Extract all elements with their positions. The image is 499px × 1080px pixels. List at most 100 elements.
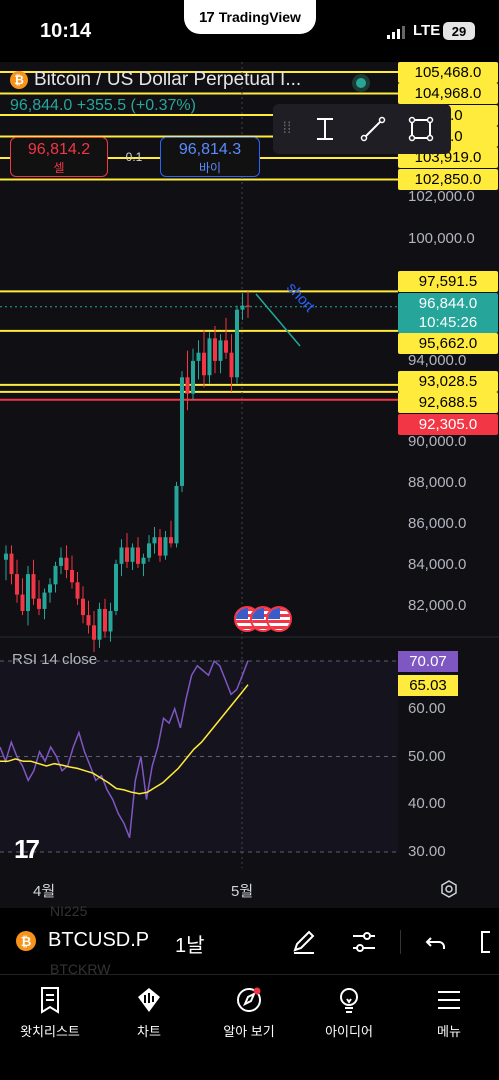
watchlist-icon bbox=[41, 987, 59, 1014]
level-label: 104,968.0 bbox=[398, 83, 498, 104]
candle-body bbox=[152, 537, 157, 544]
spread: 0.1 bbox=[125, 150, 143, 164]
indicators-icon[interactable] bbox=[350, 928, 378, 956]
level-label: 93,028.5 bbox=[398, 371, 498, 392]
candle-body bbox=[207, 338, 212, 376]
symbol-selector[interactable]: BTCUSD.P bbox=[48, 929, 150, 951]
candle-body bbox=[20, 594, 25, 611]
price-axis-tick: 90,000.0 bbox=[408, 433, 467, 450]
candle-body bbox=[246, 305, 250, 307]
tab-label: 차트 bbox=[137, 1024, 161, 1039]
candle-body bbox=[240, 305, 245, 310]
short-annotation-line bbox=[255, 293, 301, 347]
tab-label: 알아 보기 bbox=[223, 1024, 275, 1039]
candle-body bbox=[64, 557, 69, 570]
ghost-symbol: NI225 bbox=[50, 903, 88, 919]
candle-body bbox=[9, 553, 14, 575]
candle-body bbox=[15, 574, 19, 595]
measure-tool-icon[interactable] bbox=[301, 104, 349, 154]
current-price: 96,844.0 bbox=[418, 295, 478, 312]
candle-body bbox=[81, 598, 85, 616]
candle-body bbox=[4, 553, 8, 560]
clock: 10:14 bbox=[40, 20, 92, 42]
candle-body bbox=[75, 582, 80, 599]
candle-body bbox=[103, 608, 107, 632]
bitcoin-icon: ₿ bbox=[10, 71, 28, 89]
explore-icon bbox=[237, 987, 261, 1012]
economic-events[interactable] bbox=[234, 606, 294, 634]
candle-body bbox=[191, 360, 195, 394]
fullscreen-icon[interactable] bbox=[476, 928, 499, 956]
price-axis-tick: 86,000.0 bbox=[408, 515, 467, 532]
market-status-icon[interactable] bbox=[352, 74, 370, 92]
rsi-line bbox=[0, 659, 249, 838]
chart-canvas[interactable]: short bbox=[0, 62, 499, 908]
x-axis-label: 4월 bbox=[33, 883, 56, 900]
network-type: LTE bbox=[413, 22, 441, 39]
us-flag-icon[interactable] bbox=[266, 606, 292, 632]
sell-value: 96,814.2 bbox=[27, 141, 91, 158]
level-label: 102,850.0 bbox=[398, 169, 498, 190]
price-axis-tick: 84,000.0 bbox=[408, 556, 467, 573]
rsi-ma-value: 65.03 bbox=[398, 675, 458, 696]
tab-menu[interactable]: 메뉴 bbox=[399, 985, 499, 1040]
ghost-symbol: BTCKRW bbox=[50, 961, 111, 977]
candle-body bbox=[26, 574, 30, 611]
rsi-value: 70.07 bbox=[398, 651, 458, 672]
rsi-ma-line bbox=[0, 684, 249, 795]
rsi-indicator-label[interactable]: RSI 14 close bbox=[12, 651, 98, 668]
candle-body bbox=[136, 547, 140, 564]
candle-body bbox=[114, 563, 118, 611]
candle-body bbox=[86, 615, 91, 626]
interval-selector[interactable]: 1날 bbox=[175, 935, 205, 957]
menu-icon bbox=[438, 991, 460, 1009]
price-axis-tick: 88,000.0 bbox=[408, 474, 467, 491]
bar-countdown: 10:45:26 bbox=[418, 314, 478, 331]
sell-button[interactable]: 96,814.2 셀 bbox=[10, 137, 108, 177]
ideas-icon bbox=[340, 988, 358, 1013]
level-label: 105,468.0 bbox=[398, 62, 498, 83]
undo-icon[interactable] bbox=[422, 928, 450, 956]
tab-chart[interactable]: 차트 bbox=[99, 985, 199, 1040]
candle-body bbox=[213, 338, 217, 361]
symbol-bar: NI225 ₿ BTCUSD.P 1날 BTCKRW bbox=[0, 903, 499, 977]
rsi-tick: 40.00 bbox=[408, 795, 446, 812]
tradingview-pill[interactable]: 17 TradingView bbox=[184, 0, 316, 34]
candle-body bbox=[130, 547, 135, 562]
settings-icon[interactable] bbox=[440, 880, 458, 898]
level-label: 92,688.5 bbox=[398, 392, 498, 413]
candle-body bbox=[174, 485, 179, 544]
candle-body bbox=[180, 377, 184, 486]
tab-ideas[interactable]: 아이디어 bbox=[299, 985, 399, 1040]
candle-body bbox=[59, 557, 63, 566]
candle-body bbox=[218, 340, 223, 361]
symbol-title[interactable]: Bitcoin / US Dollar Perpetual I... bbox=[34, 69, 302, 90]
current-price-label: 96,844.0 10:45:26 bbox=[398, 293, 498, 333]
price-change: 96,844.0 +355.5 (+0.37%) bbox=[10, 97, 196, 114]
drawing-toolbar: ⁞⁞ bbox=[273, 104, 451, 154]
trend-line-icon[interactable] bbox=[349, 104, 397, 154]
chart-icon bbox=[138, 988, 160, 1012]
tab-explore[interactable]: 알아 보기 bbox=[199, 985, 299, 1040]
chart-area[interactable]: short ₿ Bitcoin / US Dollar Perpetual I.… bbox=[0, 62, 499, 908]
candle-body bbox=[31, 574, 36, 599]
candle-body bbox=[202, 352, 206, 376]
drag-handle-icon[interactable]: ⁞⁞ bbox=[282, 120, 292, 137]
sell-label: 셀 bbox=[53, 161, 65, 175]
candle-body bbox=[235, 309, 239, 378]
candle-body bbox=[158, 537, 162, 556]
pencil-icon[interactable] bbox=[290, 928, 318, 956]
tab-label: 왓치리스트 bbox=[20, 1024, 80, 1039]
level-label: 97,591.5 bbox=[398, 271, 498, 292]
level-label: 92,305.0 bbox=[398, 414, 498, 435]
rsi-tick: 60.00 bbox=[408, 700, 446, 717]
chart-background bbox=[0, 62, 499, 908]
candle-body bbox=[196, 352, 201, 361]
buy-label: 바이 bbox=[198, 161, 222, 175]
buy-button[interactable]: 96,814.3 바이 bbox=[160, 137, 260, 177]
candle-body bbox=[229, 352, 234, 378]
tab-watchlist[interactable]: 왓치리스트 bbox=[0, 985, 100, 1040]
price-axis-tick: 94,000.0 bbox=[408, 352, 467, 369]
rectangle-tool-icon[interactable] bbox=[397, 104, 445, 154]
candle-body bbox=[48, 584, 52, 593]
